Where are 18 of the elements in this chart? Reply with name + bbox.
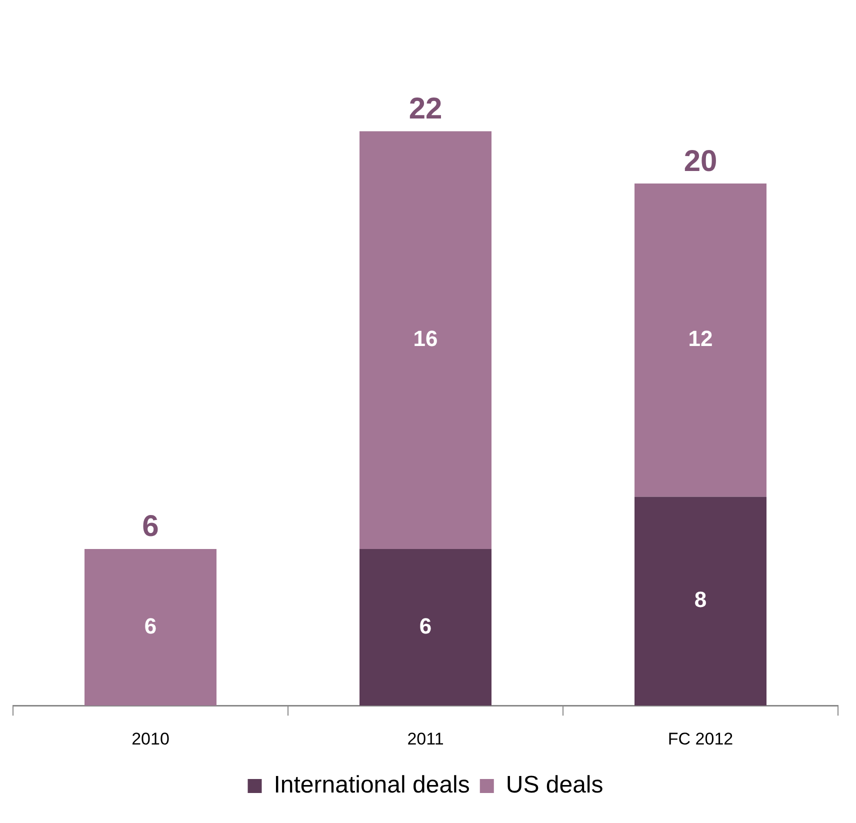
x-tick-label: 2010	[132, 729, 170, 748]
total-label: 22	[408, 92, 442, 126]
bar	[360, 548, 492, 706]
bar	[634, 184, 766, 497]
data-label: 16	[413, 326, 438, 352]
x-tick-label: FC 2012	[668, 729, 734, 748]
total-label: 6	[142, 510, 159, 544]
bar	[84, 548, 216, 706]
bar	[634, 496, 766, 706]
bar	[360, 131, 492, 549]
data-label: 8	[694, 587, 707, 612]
total-label: 20	[684, 144, 718, 178]
data-label: 12	[688, 326, 713, 352]
legend-label: International deals	[274, 772, 470, 799]
legend-label: US deals	[506, 772, 604, 799]
x-tick-label: 2011	[407, 729, 444, 748]
data-label: 6	[419, 613, 432, 638]
data-label: 6	[144, 613, 157, 638]
